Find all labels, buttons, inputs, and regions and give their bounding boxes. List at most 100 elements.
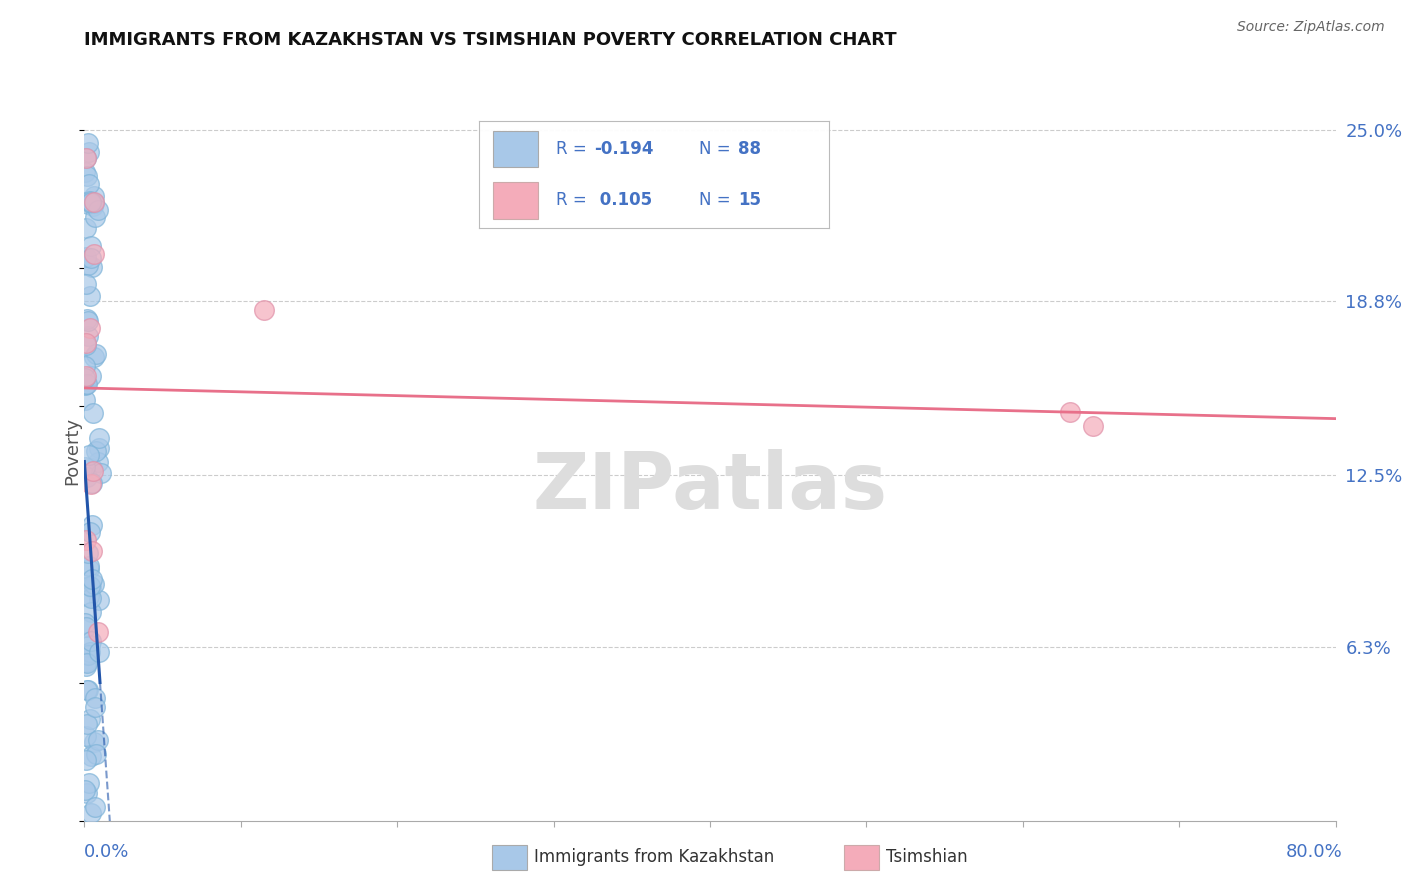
Point [84,691,107,706]
Text: -0.194: -0.194 [595,140,654,158]
Point [86,733,108,747]
Point [75,376,97,391]
Point [75,165,97,179]
Point [73,359,96,373]
Point [80,251,103,265]
Bar [492,130,538,167]
Point [75,655,97,669]
Y-axis label: Poverty: Poverty [63,417,82,484]
Point [1059,405,1081,419]
Point [75,277,97,291]
Text: N =: N = [699,140,737,158]
Point [75,251,97,265]
Point [1083,418,1105,433]
Point [76,329,98,343]
Point [76,786,98,800]
Text: R =: R = [555,140,592,158]
Point [83,735,105,749]
Point [76,258,98,272]
Point [79,524,101,539]
Point [80,749,103,764]
Point [87,593,110,607]
Point [83,700,105,714]
Point [87,625,110,640]
Point [75,620,97,634]
Point [77,648,100,662]
Point [80,477,103,491]
Point [75,152,97,166]
Point [84,346,107,360]
Point [75,658,97,673]
Point [80,634,103,648]
Point [79,321,101,335]
Point [75,615,97,630]
Point [75,335,97,350]
Point [79,562,101,576]
Point [87,645,110,659]
Point [83,196,105,211]
Point [79,645,101,659]
Point [83,351,105,365]
Text: IMMIGRANTS FROM KAZAKHSTAN VS TSIMSHIAN POVERTY CORRELATION CHART: IMMIGRANTS FROM KAZAKHSTAN VS TSIMSHIAN … [84,31,897,49]
Point [75,393,97,408]
Text: ZIPatlas: ZIPatlas [533,450,887,525]
Point [87,430,110,444]
Point [77,448,100,462]
Point [80,461,103,475]
Point [80,605,103,619]
Point [76,377,98,392]
Point [83,188,105,202]
Point [82,406,104,420]
Text: Source: ZipAtlas.com: Source: ZipAtlas.com [1237,20,1385,34]
Point [75,729,97,743]
Point [87,442,110,456]
Point [77,178,100,192]
Point [80,195,103,210]
Point [77,558,100,573]
Text: 15: 15 [738,192,761,210]
Text: 0.105: 0.105 [595,192,652,210]
Point [73,460,96,475]
Point [76,683,98,698]
Point [76,647,98,661]
Point [76,656,98,670]
Point [80,368,103,383]
Text: 80.0%: 80.0% [1286,843,1343,861]
Point [79,712,101,726]
Text: 0.0%: 0.0% [84,843,129,861]
Point [76,169,98,183]
Point [75,221,97,235]
Point [82,199,104,213]
Point [79,289,101,303]
Text: R =: R = [555,192,592,210]
Point [80,238,103,252]
Point [73,783,96,797]
Point [76,197,98,211]
Point [87,203,110,218]
Point [82,518,104,533]
Point [77,145,100,160]
Point [82,464,104,478]
Point [87,455,110,469]
Point [76,470,98,484]
Point [79,806,101,821]
Point [79,194,101,208]
Text: Immigrants from Kazakhstan: Immigrants from Kazakhstan [534,848,775,866]
Point [84,443,107,458]
Point [90,467,112,481]
Point [77,683,100,698]
Point [79,579,101,593]
Point [80,580,103,594]
Point [83,194,105,209]
Point [80,591,103,606]
Point [77,546,100,560]
Point [73,377,96,392]
Point [77,590,100,604]
Point [75,337,97,351]
Point [82,544,104,558]
Point [76,716,98,731]
Point [82,572,104,586]
Point [75,533,97,547]
Point [83,247,105,261]
Point [253,302,276,317]
